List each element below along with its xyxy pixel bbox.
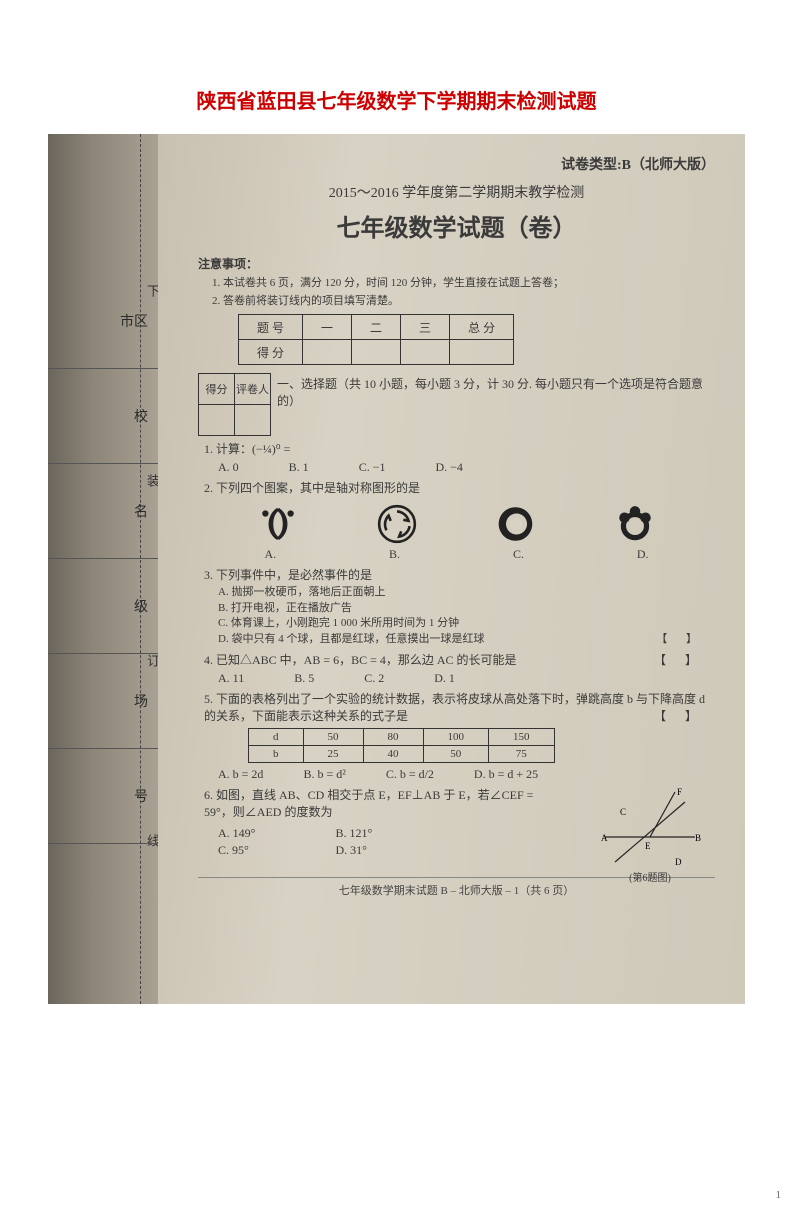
bind-label: 市区 <box>56 311 158 331</box>
bind-label: 名 <box>56 501 158 521</box>
option: D. −4 <box>435 460 462 475</box>
option: B. 打开电视，正在播放广告 <box>218 601 715 616</box>
option: D. b = d + 25 <box>474 767 538 782</box>
exam-type: 试卷类型:B（北师大版） <box>198 154 715 174</box>
question-6: 6. 如图，直线 AB、CD 相交于点 E，EF⊥AB 于 E，若∠CEF = … <box>204 787 715 858</box>
score-cell: 二 <box>352 315 401 340</box>
question-4: 4. 已知△ABC 中，AB = 6，BC = 4，那么边 AC 的长可能是 【… <box>204 652 715 669</box>
section-title: 一、选择题（共 10 小题，每小题 3 分，计 30 分. 每小题只有一个选项是… <box>277 373 715 409</box>
score-table: 题 号 一 二 三 总 分 得 分 <box>238 314 514 365</box>
svg-text:B: B <box>695 833 701 843</box>
bind-label: 级 <box>56 596 158 616</box>
option: D. 1 <box>434 671 455 686</box>
exam-paper: 试卷类型:B（北师大版） 2015～2016 学年度第二学期期末教学检测 七年级… <box>158 134 745 1004</box>
option: A. 0 <box>218 460 239 475</box>
option: D. 31° <box>335 842 372 859</box>
notice-item: 2. 答卷前将装订线内的项目填写清楚。 <box>212 292 715 308</box>
q6-stem: 6. 如图，直线 AB、CD 相交于点 E，EF⊥AB 于 E，若∠CEF = … <box>204 787 564 821</box>
recycle-icon <box>376 503 418 545</box>
option-label: B. <box>389 547 400 562</box>
question-2: 2. 下列四个图案，其中是轴对称图形的是 <box>204 480 715 497</box>
option: B. 5 <box>294 671 314 686</box>
option: D. 袋中只有 4 个球，且都是红球，任意摸出一球是红球 【 】 <box>218 632 715 647</box>
svg-text:E: E <box>645 841 651 851</box>
option-label: A. <box>264 547 276 562</box>
mini-cell: 评卷人 <box>235 374 271 405</box>
svg-text:C: C <box>620 807 626 817</box>
notice-heading: 注意事项： <box>198 255 715 272</box>
page-number: 1 <box>776 1189 782 1201</box>
cloud-ring-icon <box>614 503 656 545</box>
question-3: 3. 下列事件中，是必然事件的是 <box>204 567 715 584</box>
score-cell: 三 <box>401 315 450 340</box>
q6-figure: F C A E B D (第6题图) <box>595 787 705 867</box>
score-cell: 一 <box>303 315 352 340</box>
option: C. 体育课上，小刚跑完 1 000 米所用时间为 1 分钟 <box>218 616 715 631</box>
answer-bracket: 【 】 <box>656 632 705 647</box>
bind-label: 场 <box>56 691 158 711</box>
svg-text:A: A <box>601 833 608 843</box>
option: A. 149° <box>218 825 255 842</box>
document-title: 陕西省蓝田县七年级数学下学期期末检测试题 <box>0 85 793 114</box>
score-cell: 总 分 <box>450 315 514 340</box>
option: A. b = 2d <box>218 767 263 782</box>
q5-table: d50 80100 150 b25 4050 75 <box>248 728 555 763</box>
exam-title: 七年级数学试题（卷） <box>198 208 715 243</box>
spiral-icon <box>495 503 537 545</box>
bind-label: 号 <box>56 786 158 806</box>
q2-icons <box>218 503 695 545</box>
svg-text:D: D <box>675 857 682 867</box>
option: A. 11 <box>218 671 244 686</box>
option: B. 1 <box>289 460 309 475</box>
exam-year: 2015～2016 学年度第二学期期末教学检测 <box>198 182 715 202</box>
binding-labels: 市区 校 名 级 场 号 <box>48 274 158 984</box>
question-1: 1. 计算：(−¼)⁰ = <box>204 441 715 458</box>
option: B. b = d² <box>303 767 345 782</box>
option: C. −1 <box>359 460 386 475</box>
answer-bracket: 【 】 <box>654 652 705 669</box>
answer-bracket: 【 】 <box>654 708 705 725</box>
bind-label: 校 <box>56 406 158 426</box>
telecom-logo-icon <box>257 503 299 545</box>
notice-item: 1. 本试卷共 6 页，满分 120 分，时间 120 分钟，学生直接在试题上答… <box>212 274 715 290</box>
grader-box: 得分评卷人 <box>198 373 271 436</box>
option: A. 抛掷一枚硬币，落地后正面朝上 <box>218 585 715 600</box>
mini-cell: 得分 <box>199 374 235 405</box>
option: C. 2 <box>364 671 384 686</box>
question-5: 5. 下面的表格列出了一个实验的统计数据，表示将皮球从高处落下时，弹跳高度 b … <box>204 691 715 725</box>
option: B. 121° <box>335 825 372 842</box>
option-label: D. <box>637 547 649 562</box>
option-label: C. <box>513 547 524 562</box>
figure-caption: (第6题图) <box>595 872 705 886</box>
option: C. 95° <box>218 842 255 859</box>
score-cell: 题 号 <box>239 315 303 340</box>
score-cell: 得 分 <box>239 340 303 365</box>
option: C. b = d/2 <box>386 767 434 782</box>
exam-photo: 下 装 订 线 市区 校 名 级 场 号 试卷类型:B（北师大版） 2015～2… <box>48 134 745 1004</box>
svg-text:F: F <box>677 787 682 797</box>
